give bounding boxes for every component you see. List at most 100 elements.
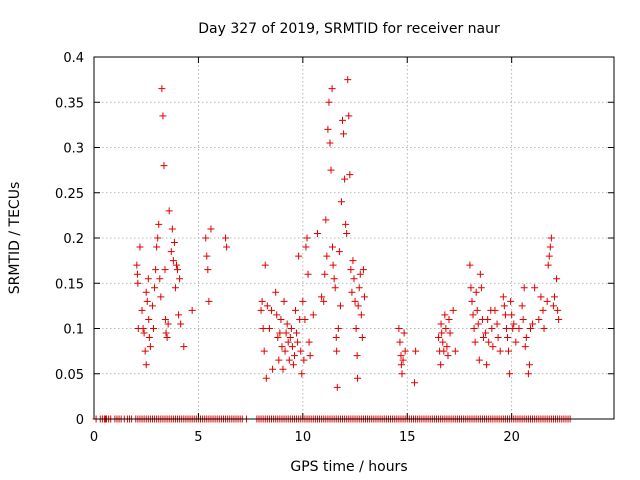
data-point [342, 220, 350, 228]
data-point [157, 293, 165, 301]
data-point [399, 356, 407, 364]
data-point [142, 361, 150, 369]
data-point [159, 112, 167, 120]
data-point [160, 162, 168, 170]
data-point [488, 325, 496, 332]
x-tick-label: 5 [194, 430, 202, 445]
data-point [507, 297, 515, 305]
data-point [202, 234, 210, 242]
data-point [285, 356, 293, 364]
y-tick-label: 0.3 [63, 142, 84, 157]
data-point [543, 297, 551, 305]
data-point [294, 338, 302, 346]
data-point [333, 383, 341, 391]
data-point [360, 293, 368, 301]
data-point [223, 243, 231, 251]
data-point [489, 343, 497, 351]
data-point [263, 302, 271, 310]
data-point [277, 315, 285, 323]
data-point [473, 306, 481, 314]
data-point [339, 116, 347, 124]
data-point [163, 334, 171, 342]
data-point [258, 297, 266, 305]
data-point [328, 243, 336, 251]
data-point [535, 315, 543, 323]
data-point [327, 166, 335, 174]
data-point [443, 343, 451, 351]
data-point [515, 325, 523, 332]
data-point [358, 334, 366, 342]
data-point [154, 234, 162, 242]
data-point [435, 334, 443, 342]
data-point [261, 261, 269, 269]
data-point [151, 284, 159, 292]
x-tick-label: 10 [295, 430, 312, 445]
data-point [335, 248, 343, 256]
data-point [322, 216, 330, 224]
data-point [509, 325, 517, 332]
data-point [320, 297, 328, 305]
data-point [446, 329, 454, 337]
data-point [283, 320, 291, 328]
data-point [469, 311, 477, 319]
data-point [298, 370, 306, 378]
data-point [347, 266, 355, 274]
data-point [301, 315, 309, 323]
data-point [521, 343, 529, 351]
data-point [466, 261, 474, 269]
data-point [180, 343, 188, 351]
data-point [164, 320, 172, 328]
data-point [265, 325, 273, 332]
y-tick-label: 0.1 [63, 323, 84, 338]
data-point [143, 297, 151, 305]
data-point [502, 325, 510, 332]
data-point [279, 365, 287, 373]
data-point [273, 311, 281, 319]
data-point [503, 334, 511, 342]
data-point [326, 139, 334, 147]
data-point [174, 266, 182, 274]
data-point [321, 270, 329, 278]
data-point [476, 270, 484, 278]
y-tick-label: 0.35 [55, 96, 84, 111]
data-point [505, 347, 513, 355]
data-point [268, 306, 276, 314]
data-point [491, 306, 499, 314]
data-point [309, 311, 317, 319]
data-point [295, 252, 303, 260]
data-point [354, 302, 362, 310]
data-point [438, 329, 446, 337]
data-point [510, 320, 518, 328]
data-point [550, 293, 558, 301]
data-point [499, 293, 507, 301]
data-point [520, 284, 528, 292]
data-point [555, 315, 563, 323]
data-point [275, 356, 283, 364]
data-point [259, 325, 267, 332]
data-point [162, 329, 170, 337]
data-point [549, 302, 557, 310]
data-point [451, 347, 459, 355]
data-point [329, 261, 337, 269]
data-point [134, 279, 142, 287]
data-point [278, 343, 286, 351]
data-point [340, 130, 348, 138]
data-point [411, 379, 419, 387]
data-point [441, 311, 449, 319]
data-point [139, 325, 147, 332]
data-point [204, 266, 212, 274]
data-point [494, 334, 502, 342]
data-point [188, 306, 196, 314]
data-point [260, 347, 268, 355]
data-point [439, 338, 447, 346]
data-point [400, 329, 408, 337]
x-tick-label: 20 [503, 430, 520, 445]
data-point [289, 361, 297, 369]
data-point [547, 234, 555, 242]
data-point [483, 361, 491, 369]
data-point [140, 329, 148, 337]
data-point [318, 293, 326, 301]
data-point [287, 325, 295, 332]
data-point [292, 306, 300, 314]
